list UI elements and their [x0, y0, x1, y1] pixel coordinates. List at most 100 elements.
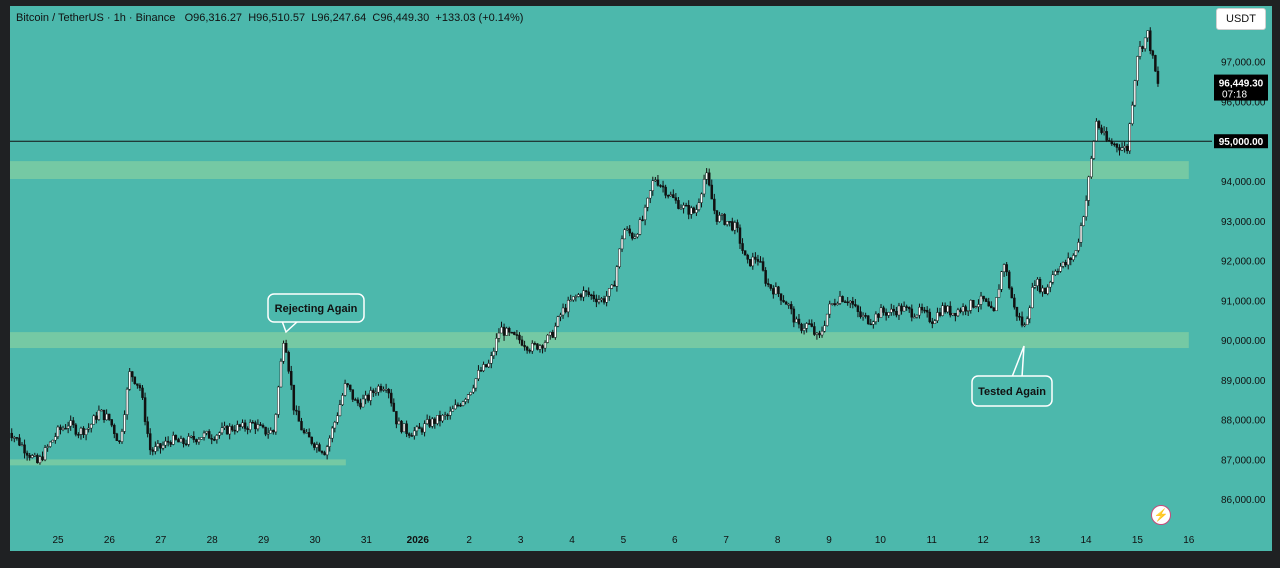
candle-body: [318, 444, 321, 452]
candle-body: [369, 390, 372, 401]
candle-body: [1149, 30, 1152, 52]
candle-body: [895, 310, 898, 316]
candle-body: [1120, 147, 1124, 151]
candle-body: [469, 391, 472, 395]
candle-body: [579, 294, 583, 298]
candle-body: [25, 452, 29, 456]
candle-body: [1131, 104, 1134, 124]
candle-body: [636, 234, 639, 238]
candle-body: [310, 436, 313, 444]
candle-body: [79, 427, 83, 435]
candle-body: [697, 202, 701, 210]
candle-body: [269, 430, 272, 434]
candle-body: [423, 423, 426, 433]
candle-body: [615, 266, 619, 287]
candle-body: [872, 321, 875, 325]
candle-body: [836, 303, 839, 306]
candle-body: [766, 283, 770, 285]
candle-body: [192, 435, 196, 440]
candle-body: [82, 427, 85, 435]
candle-body: [656, 179, 660, 186]
candle-body: [846, 301, 849, 304]
candle-body: [979, 295, 983, 305]
candle-body: [438, 415, 442, 422]
candle-body: [418, 426, 421, 429]
candle-body: [587, 291, 590, 296]
symbol-label[interactable]: Bitcoin / TetherUS · 1h · Binance: [16, 12, 176, 24]
x-tick-label: 9: [826, 535, 832, 546]
zone-2[interactable]: [10, 459, 346, 466]
candle-body: [231, 426, 234, 431]
candle-body: [28, 455, 31, 458]
candle-body: [169, 442, 172, 445]
candle-body: [484, 364, 488, 368]
x-tick-label: 11: [927, 535, 938, 546]
plot-area[interactable]: [10, 6, 1212, 527]
annotation-1[interactable]: Tested Again: [971, 345, 1053, 407]
candle-body: [220, 427, 224, 434]
candle-body: [272, 430, 275, 433]
candle-body: [861, 315, 865, 318]
candle-body: [961, 306, 965, 312]
annotation-box: [971, 375, 1053, 407]
candle-body: [425, 419, 429, 424]
annotation-0[interactable]: Rejecting Again: [267, 293, 365, 334]
candle-body: [638, 219, 642, 235]
candle-body: [918, 306, 921, 316]
annotation-text: Tested Again: [978, 386, 1046, 398]
candle-body: [1064, 262, 1067, 266]
x-tick-label: 5: [621, 535, 627, 546]
candle-body: [843, 301, 847, 303]
candle-body: [513, 332, 516, 335]
candle-body: [366, 394, 370, 401]
candle-body: [966, 310, 970, 312]
candle-body: [428, 419, 431, 427]
y-tick-label: 97,000.00: [1221, 58, 1266, 69]
candle-body: [202, 432, 206, 438]
candle-body: [10, 432, 13, 439]
candle-body: [561, 307, 565, 316]
currency-button[interactable]: USDT: [1216, 8, 1266, 30]
candle-body: [277, 386, 280, 415]
candle-body: [228, 426, 231, 435]
candle-body: [1077, 242, 1080, 251]
candle-body: [105, 413, 108, 421]
candle-body: [1020, 316, 1024, 326]
y-tick-label: 94,000.00: [1221, 177, 1266, 188]
candle-body: [848, 300, 852, 304]
candle-body: [936, 312, 939, 321]
candle-body: [825, 313, 829, 326]
candle-body: [813, 326, 816, 335]
candle-body: [613, 284, 616, 287]
candle-body: [36, 455, 39, 464]
candle-body: [74, 424, 78, 435]
candle-body: [1015, 306, 1019, 317]
candle-body: [77, 434, 80, 436]
candle-body: [410, 435, 414, 437]
flash-icon[interactable]: ⚡: [1151, 505, 1171, 525]
zone-1[interactable]: [10, 332, 1189, 349]
candle-body: [443, 414, 447, 417]
candle-body: [300, 421, 303, 431]
candle-body: [20, 444, 24, 447]
candle-body: [756, 259, 760, 262]
candle-body: [1115, 143, 1119, 148]
candle-body: [128, 371, 131, 390]
candle-body: [984, 298, 988, 302]
candle-body: [305, 432, 308, 434]
candle-body: [30, 455, 34, 458]
candle-body: [777, 286, 780, 294]
candle-body: [172, 435, 175, 445]
candle-body: [915, 314, 919, 318]
candle-body: [413, 430, 416, 437]
candle-body: [23, 444, 26, 454]
time-axis[interactable]: [10, 527, 1272, 551]
candle-body: [69, 420, 72, 427]
candle-body: [923, 309, 926, 312]
candle-body: [941, 305, 944, 316]
candle-body: [136, 383, 139, 386]
zone-0[interactable]: [10, 161, 1189, 180]
candle-body: [674, 197, 678, 201]
candle-body: [1010, 287, 1014, 299]
